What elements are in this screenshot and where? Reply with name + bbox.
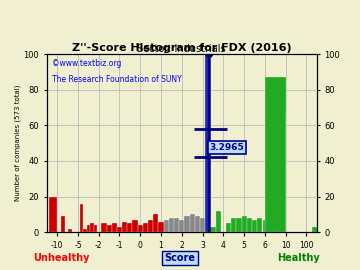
Bar — [138, 225, 143, 232]
Bar — [169, 218, 174, 232]
Bar — [127, 223, 132, 232]
Bar — [107, 225, 112, 232]
Bar — [90, 223, 94, 232]
Bar — [117, 227, 122, 232]
Bar — [195, 216, 200, 232]
Bar — [216, 211, 221, 232]
Bar — [231, 218, 236, 232]
Bar — [132, 220, 138, 232]
Title: Z''-Score Histogram for FDX (2016): Z''-Score Histogram for FDX (2016) — [72, 43, 292, 53]
Bar — [179, 220, 184, 232]
Title: Sector: Industrials: Sector: Industrials — [138, 44, 226, 54]
Bar — [266, 168, 269, 232]
Bar — [61, 216, 66, 232]
Bar — [200, 218, 205, 232]
Bar — [174, 218, 179, 232]
Bar — [49, 197, 57, 232]
Y-axis label: Number of companies (573 total): Number of companies (573 total) — [14, 85, 21, 201]
Bar — [242, 216, 247, 232]
Bar — [153, 214, 158, 232]
Bar — [252, 220, 257, 232]
Bar — [122, 221, 127, 232]
Bar — [112, 223, 117, 232]
Text: The Research Foundation of SUNY: The Research Foundation of SUNY — [52, 75, 182, 85]
Bar — [190, 214, 195, 232]
Bar — [83, 229, 87, 232]
Bar — [263, 220, 266, 232]
Bar — [94, 225, 97, 232]
Bar — [87, 225, 90, 232]
Bar — [205, 54, 210, 232]
Bar — [101, 223, 107, 232]
Bar — [80, 204, 83, 232]
Text: Unhealthy: Unhealthy — [33, 253, 89, 263]
Bar — [257, 218, 262, 232]
Bar — [184, 216, 190, 232]
Text: Score: Score — [165, 253, 195, 263]
Text: Healthy: Healthy — [278, 253, 320, 263]
Bar — [226, 223, 231, 232]
Bar — [236, 218, 242, 232]
Bar — [164, 220, 169, 232]
Bar — [265, 77, 285, 232]
Text: 3.2965: 3.2965 — [210, 143, 244, 152]
Bar — [148, 220, 153, 232]
Bar — [247, 218, 252, 232]
Bar — [143, 223, 148, 232]
Bar — [210, 227, 216, 232]
Bar — [312, 227, 322, 232]
Text: ©www.textbiz.org: ©www.textbiz.org — [52, 59, 122, 68]
Bar — [68, 229, 72, 232]
Bar — [158, 221, 164, 232]
